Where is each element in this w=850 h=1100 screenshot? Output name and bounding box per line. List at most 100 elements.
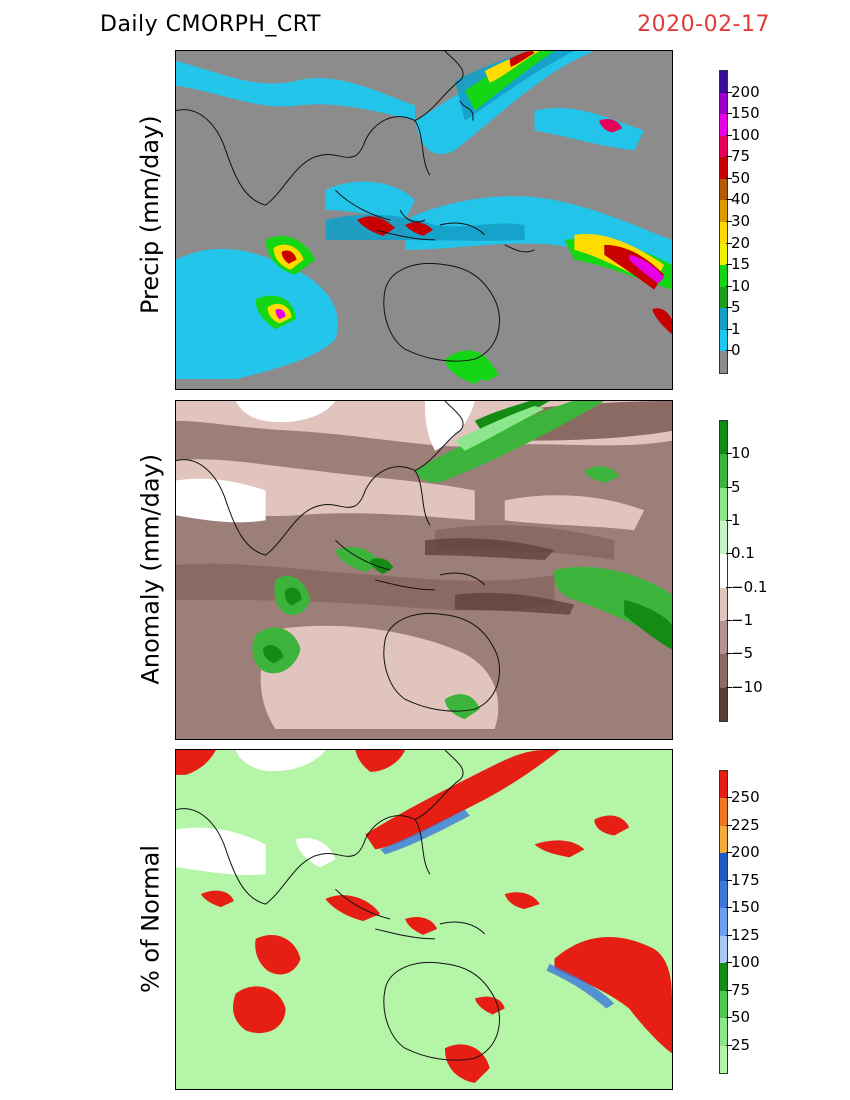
percent-colorbar-tick <box>726 824 732 826</box>
percent-colorbar-tick <box>726 852 732 854</box>
precip-colorbar-tick <box>726 350 732 352</box>
anomaly-colorbar-tick <box>726 686 732 688</box>
precip-colorbar-swatch <box>720 200 727 222</box>
precip-colorbar-swatch <box>720 71 727 93</box>
percent-colorbar-label: 75 <box>731 980 751 999</box>
percent-colorbar-tick <box>726 907 732 909</box>
precip-colorbar-tick <box>726 177 732 179</box>
percent-colorbar-label: 50 <box>731 1008 751 1027</box>
chart-title: Daily CMORPH_CRT <box>100 12 321 37</box>
percent-colorbar-tick <box>726 797 732 799</box>
precip-colorbar-label: 40 <box>731 190 751 209</box>
anomaly-colorbar-tick <box>726 453 732 455</box>
percent-coastlines <box>176 750 501 1061</box>
precip-colorbar-tick <box>726 199 732 201</box>
anomaly-colorbar-swatch <box>720 421 727 455</box>
anomaly-colorbar-label: 0.1 <box>731 544 755 563</box>
precip-colorbar-label: 0 <box>731 341 741 360</box>
anomaly-colorbar-tick <box>726 486 732 488</box>
percent-colorbar-swatch <box>720 963 727 991</box>
precip-colorbar-label: 5 <box>731 298 741 317</box>
precip-colorbar-label: 10 <box>731 276 751 295</box>
precip-colorbar-swatch <box>720 221 727 244</box>
percent-colorbar-tick <box>726 1044 732 1046</box>
anomaly-colorbar-swatch <box>720 554 727 588</box>
precip-colorbar-label: 50 <box>731 168 751 187</box>
percent-colorbar-swatch <box>720 798 727 826</box>
precip-colorbar-tick <box>726 242 732 244</box>
percent-colorbar-tick <box>726 1017 732 1019</box>
percent-colorbar-tick <box>726 879 732 881</box>
anomaly-colorbar-tick <box>726 520 732 521</box>
percent-colorbar-label: 250 <box>731 788 760 807</box>
precip-colorbar-tick <box>726 113 732 115</box>
anomaly-colorbar-swatch <box>720 520 727 555</box>
percent-colorbar-swatch <box>720 990 727 1019</box>
anomaly-colorbar-swatch <box>720 587 727 621</box>
percent-map-field <box>176 750 672 1089</box>
precip-colorbar-swatch <box>720 178 727 201</box>
percent-colorbar-tick <box>726 989 732 991</box>
precip-map-field <box>176 51 672 389</box>
anomaly-colorbar-swatch <box>720 620 727 655</box>
percent-colorbar-swatch <box>720 880 727 909</box>
anomaly-map-field <box>176 401 672 739</box>
precip-colorbar-tick <box>726 221 732 222</box>
precip-colorbar-label: 30 <box>731 212 751 230</box>
anomaly-colorbar-label: −5 <box>731 644 754 663</box>
precip-colorbar-label: 15 <box>731 255 751 274</box>
anomaly-map <box>175 400 673 740</box>
percent-colorbar-label: 225 <box>731 815 760 834</box>
precip-colorbar-swatch <box>720 135 727 158</box>
precip-colorbar-swatch <box>720 243 727 266</box>
percent-colorbar-label: 200 <box>731 843 760 862</box>
precip-colorbar-label: 150 <box>731 104 760 123</box>
anomaly-colorbar-label: −0.1 <box>731 577 768 596</box>
precip-colorbar-tick <box>726 156 732 158</box>
anomaly-colorbar-label: −10 <box>731 677 763 696</box>
chart-date: 2020-02-17 <box>637 12 770 37</box>
precip-colorbar-swatch <box>720 157 727 179</box>
percent-ylabel: % of Normal <box>136 844 165 994</box>
precip-colorbar-swatch <box>720 114 727 136</box>
precip-map <box>175 50 673 390</box>
anomaly-colorbar-swatch <box>720 487 727 521</box>
precip-colorbar-tick <box>726 328 732 330</box>
anomaly-colorbar-tick <box>726 553 732 555</box>
percent-colorbar-bar <box>719 770 728 1074</box>
percent-colorbar-tick <box>726 934 732 936</box>
anomaly-colorbar-tick <box>726 586 732 588</box>
anomaly-colorbar-swatch <box>720 687 727 721</box>
percent-colorbar-swatch <box>720 1018 727 1046</box>
precip-colorbar-label: 1 <box>731 319 741 338</box>
percent-colorbar-label: 25 <box>731 1035 751 1054</box>
precip-colorbar-tick <box>726 134 732 136</box>
precip-colorbar-tick <box>726 91 732 93</box>
anomaly-colorbar-tick <box>726 653 732 655</box>
precip-colorbar-swatch <box>720 308 727 330</box>
precip-colorbar-swatch <box>720 265 727 287</box>
precip-colorbar-bar <box>719 70 728 374</box>
anomaly-colorbar-label: 1 <box>731 511 741 529</box>
percent-colorbar-swatch <box>720 1045 727 1073</box>
precip-ylabel: Precip (mm/day) <box>136 115 164 314</box>
precip-colorbar-label: 100 <box>731 125 760 144</box>
anomaly-ylabel: Anomaly (mm/day) <box>136 453 165 685</box>
precip-colorbar-swatch <box>720 329 727 352</box>
precip-colorbar-label: 200 <box>731 82 760 101</box>
precip-colorbar-swatch <box>720 351 727 373</box>
percent-colorbar-swatch <box>720 825 727 854</box>
percent-colorbar-swatch <box>720 935 727 964</box>
anomaly-colorbar-swatch <box>720 454 727 488</box>
anomaly-colorbar-label: 5 <box>731 477 741 496</box>
percent-colorbar-label: 150 <box>731 898 760 917</box>
anomaly-colorbar-bar <box>719 420 728 722</box>
anomaly-colorbar-tick <box>726 620 732 621</box>
precip-coastlines <box>176 51 535 362</box>
percent-colorbar-label: 175 <box>731 870 760 889</box>
precip-colorbar-tick <box>726 285 732 287</box>
anomaly-colorbar-label: 10 <box>731 444 751 463</box>
precip-colorbar-label: 75 <box>731 147 751 166</box>
percent-colorbar-tick <box>726 962 732 964</box>
precip-colorbar-label: 20 <box>731 233 751 252</box>
